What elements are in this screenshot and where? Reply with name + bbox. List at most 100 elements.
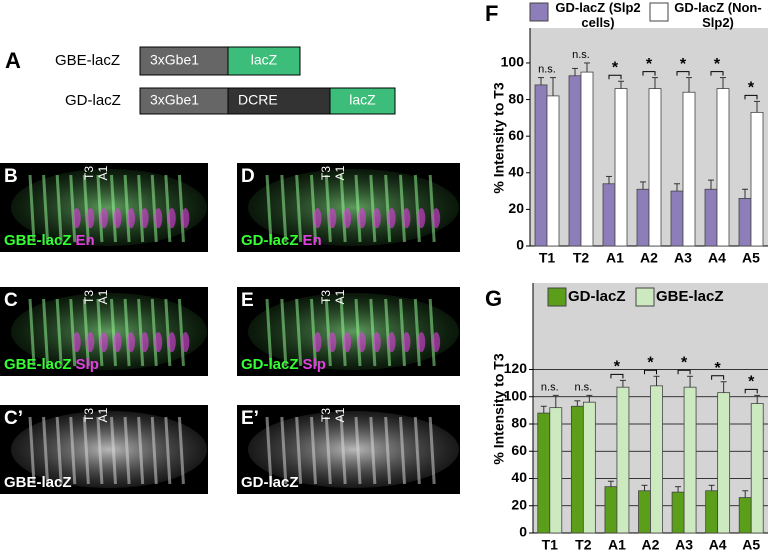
construct-part (139, 87, 229, 115)
segment-stripe (42, 416, 50, 485)
segment-stripe (55, 174, 63, 243)
bar (705, 490, 719, 534)
legend-item: GBE-lacZ (656, 289, 724, 305)
segment-stripe (280, 174, 288, 243)
x-tick-label: T2 (573, 250, 590, 266)
segment-stripe (82, 298, 90, 367)
panel-letter: C’ (4, 408, 23, 429)
stripe-stain (387, 208, 396, 229)
y-tick-label: 0 (519, 524, 527, 540)
segment-stripe (164, 174, 172, 243)
segment-stripe (265, 416, 273, 485)
construct-part-label: lacZ (349, 92, 376, 108)
annotation: * (614, 359, 621, 376)
bar (537, 412, 551, 534)
y-tick-label: 0 (516, 237, 524, 253)
bar (704, 188, 718, 247)
legend-label: GD-lacZ (568, 289, 626, 305)
segment-stripe (42, 174, 50, 243)
construct-part-label: 3xGbe1 (150, 92, 199, 108)
segment-stripe (310, 174, 317, 243)
segment-stripe (177, 416, 185, 485)
segment-marker: A1 (333, 289, 347, 304)
segment-marker: A1 (96, 165, 110, 180)
stripe-stain (343, 332, 352, 353)
annotation: * (715, 360, 722, 377)
stain-label: GBE-lacZ (4, 356, 72, 373)
segment-stripe (265, 298, 273, 367)
segment-stripe (137, 174, 145, 243)
segment-stripe (28, 416, 36, 485)
stripe-stain (154, 208, 163, 229)
stripe-stain (72, 208, 81, 229)
significance-bracket (744, 388, 758, 394)
significance-bracket (644, 369, 657, 375)
panel-letter: C (4, 290, 18, 311)
segment-stripe (42, 298, 50, 367)
annotation: * (612, 59, 619, 76)
segment-marker: A1 (96, 289, 110, 304)
segment-stripe (339, 298, 347, 367)
segment-stripe (295, 298, 303, 367)
stain-label: Slp (303, 356, 326, 373)
annotation: * (646, 56, 653, 73)
legend-label: GD-lacZ (Slp2 cells) (555, 0, 641, 30)
bar (534, 84, 548, 247)
segment-stripe (295, 416, 303, 485)
stripe-stain (99, 332, 108, 353)
legend-item: GD-lacZ (Slp2 cells) (555, 0, 641, 30)
bar (638, 490, 651, 534)
x-tick-label: A4 (709, 537, 727, 553)
bar (580, 71, 594, 247)
y-tick-label: 20 (508, 200, 524, 216)
annotation: * (748, 80, 755, 97)
y-tick-label: 80 (511, 415, 527, 431)
segment-stripe (150, 174, 158, 243)
stripe-stain (140, 332, 149, 353)
panel-letter: A (5, 48, 21, 73)
segment-stripe (369, 298, 377, 367)
segment-stripe (164, 298, 172, 367)
annotation: n.s. (572, 49, 590, 61)
stain-label: GD-lacZ (241, 232, 299, 249)
legend-item: GD-lacZ (Non-Slp2) (674, 0, 761, 30)
x-tick-label: A5 (742, 537, 760, 553)
y-tick-label: 80 (508, 90, 524, 106)
stripe-stain (328, 208, 337, 229)
stripe-stain (387, 332, 396, 353)
segment-stripe (324, 298, 332, 367)
segment-stripe (82, 416, 90, 485)
segment-stripe (265, 174, 273, 243)
y-tick-label: 60 (511, 442, 527, 458)
stripe-stain (154, 332, 163, 353)
segment-stripe (164, 416, 172, 485)
annotation: n.s. (538, 63, 556, 75)
segment-marker: T3 (319, 166, 333, 180)
y-tick-label: 40 (511, 469, 527, 485)
stripe-stain (99, 208, 108, 229)
segment-marker: T3 (319, 290, 333, 304)
stripe-stain (343, 208, 352, 229)
segment-stripe (399, 298, 406, 367)
bar (670, 190, 684, 247)
segment-stripe (150, 416, 158, 485)
segment-marker: T3 (319, 408, 333, 422)
segment-stripe (413, 298, 421, 367)
stripe-stain (86, 208, 95, 229)
annotation: * (714, 56, 721, 73)
bar (549, 407, 563, 534)
stripe-stain (181, 332, 190, 353)
y-tick-label: 40 (508, 163, 524, 179)
segment-stripe (369, 174, 377, 243)
annotation: * (680, 56, 687, 73)
x-tick-label: A2 (642, 537, 660, 553)
significance-bracket (676, 71, 690, 76)
stripe-stain (417, 208, 426, 229)
panel-letter: B (4, 166, 18, 187)
segment-stripe (55, 416, 63, 485)
stripe-stain (113, 332, 122, 353)
legend-label: GBE-lacZ (656, 289, 724, 305)
x-tick-label: T2 (575, 537, 592, 553)
